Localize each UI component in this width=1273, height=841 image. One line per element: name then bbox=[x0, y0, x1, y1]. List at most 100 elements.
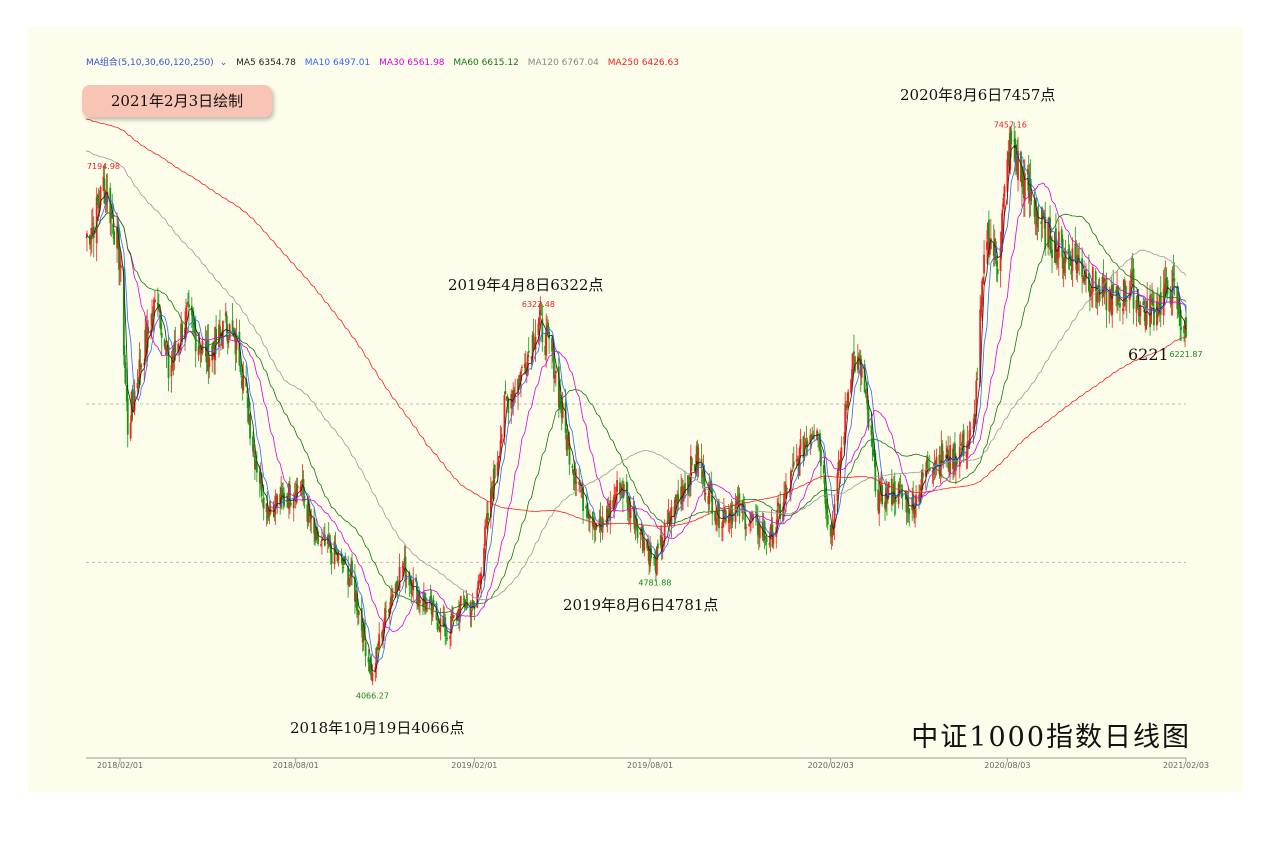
candle-body bbox=[860, 367, 863, 378]
candle-body bbox=[442, 615, 445, 626]
candle-body bbox=[980, 306, 983, 313]
x-tick-label: 2021/02/03 bbox=[1163, 761, 1209, 770]
candle-body bbox=[752, 515, 754, 521]
candle-body bbox=[643, 540, 646, 551]
candle-body bbox=[640, 526, 643, 531]
candle-body bbox=[934, 460, 937, 467]
candle-body bbox=[476, 589, 479, 608]
candle-body bbox=[832, 523, 835, 527]
candle-body bbox=[588, 516, 590, 520]
candle-body bbox=[907, 496, 910, 513]
candle-body bbox=[856, 356, 859, 370]
candle-body bbox=[785, 484, 787, 500]
candle-body bbox=[146, 323, 149, 354]
candle-body bbox=[334, 545, 337, 555]
candle-body bbox=[552, 342, 554, 349]
candle-body bbox=[122, 268, 125, 356]
candle-body bbox=[190, 306, 193, 316]
candle-body bbox=[273, 508, 276, 518]
chevron-down-icon[interactable]: ⌄ bbox=[219, 58, 228, 68]
candle-body bbox=[1081, 258, 1084, 278]
candle-body bbox=[340, 553, 343, 557]
candle-body bbox=[401, 566, 404, 568]
candle-body bbox=[1036, 214, 1039, 228]
candle-body bbox=[893, 481, 896, 503]
candle-body bbox=[744, 512, 747, 530]
candle-body bbox=[485, 524, 487, 527]
candle-body bbox=[1101, 277, 1104, 299]
candle-body bbox=[185, 307, 187, 333]
candle-body bbox=[809, 435, 812, 444]
candle-body bbox=[464, 607, 467, 609]
candle-body bbox=[116, 227, 118, 249]
candle-body bbox=[906, 494, 909, 511]
candle-body bbox=[586, 505, 588, 518]
ma-line-ma60 bbox=[85, 212, 1187, 614]
candle-body bbox=[248, 417, 251, 423]
candle-body bbox=[430, 597, 433, 615]
candle-body bbox=[600, 529, 603, 531]
candle-body bbox=[473, 603, 476, 610]
candle-body bbox=[167, 345, 170, 379]
candle-body bbox=[409, 582, 412, 584]
x-tick-label: 2018/02/01 bbox=[97, 761, 143, 770]
candle-body bbox=[1091, 267, 1094, 293]
candle-body bbox=[874, 452, 877, 492]
candle-body bbox=[670, 507, 673, 524]
candle-body bbox=[839, 459, 842, 469]
candle-body bbox=[245, 378, 248, 387]
candle-body bbox=[444, 617, 447, 637]
candle-body bbox=[840, 447, 843, 460]
candle-body bbox=[1055, 247, 1058, 260]
candle-body bbox=[959, 444, 962, 446]
candle-body bbox=[112, 223, 115, 235]
candle-body bbox=[1027, 172, 1030, 198]
candle-body bbox=[1013, 139, 1016, 141]
ma-combo-selector[interactable]: MA组合(5,10,30,60,120,250) bbox=[86, 58, 214, 68]
candle-body bbox=[553, 346, 555, 379]
candle-body bbox=[377, 646, 380, 650]
candle-body bbox=[511, 395, 514, 403]
candle-body bbox=[546, 325, 549, 329]
candle-body bbox=[1076, 259, 1079, 274]
candle-body bbox=[120, 265, 122, 268]
candle-body bbox=[156, 302, 159, 307]
candle-body bbox=[307, 503, 310, 523]
candle-body bbox=[901, 493, 904, 497]
candle-body bbox=[357, 611, 360, 616]
candle-body bbox=[99, 186, 102, 206]
candle-body bbox=[822, 465, 825, 474]
candle-body bbox=[1003, 186, 1006, 197]
candle-body bbox=[820, 449, 822, 466]
candle-body bbox=[668, 512, 671, 523]
candle-body bbox=[238, 331, 241, 366]
x-tick-label: 2018/08/01 bbox=[273, 761, 319, 770]
candle-body bbox=[518, 375, 520, 378]
candle-body bbox=[1138, 312, 1141, 316]
candle-body bbox=[852, 353, 854, 370]
candle-body bbox=[249, 413, 251, 439]
candle-body bbox=[1070, 269, 1073, 275]
candle-body bbox=[544, 345, 547, 355]
candle-body bbox=[410, 580, 413, 595]
candle-body bbox=[145, 327, 148, 350]
candle-body bbox=[303, 495, 306, 502]
candle-body bbox=[436, 622, 439, 630]
candle-body bbox=[88, 234, 91, 245]
candle-body bbox=[1083, 275, 1085, 282]
candle-body bbox=[805, 441, 808, 443]
candle-body bbox=[629, 509, 632, 518]
date-badge: 2021年2月3日绘制 bbox=[82, 85, 272, 117]
candle-body bbox=[478, 580, 481, 584]
candle-body bbox=[449, 636, 451, 639]
candle-body bbox=[677, 494, 680, 503]
candle-body bbox=[286, 500, 288, 502]
candle-body bbox=[924, 470, 927, 477]
candle-body bbox=[457, 608, 460, 621]
candle-body bbox=[560, 408, 563, 418]
candle-body bbox=[151, 313, 153, 326]
candle-body bbox=[242, 375, 245, 391]
candle-body bbox=[173, 342, 176, 361]
candle-body bbox=[355, 596, 358, 611]
candle-body bbox=[144, 329, 147, 361]
